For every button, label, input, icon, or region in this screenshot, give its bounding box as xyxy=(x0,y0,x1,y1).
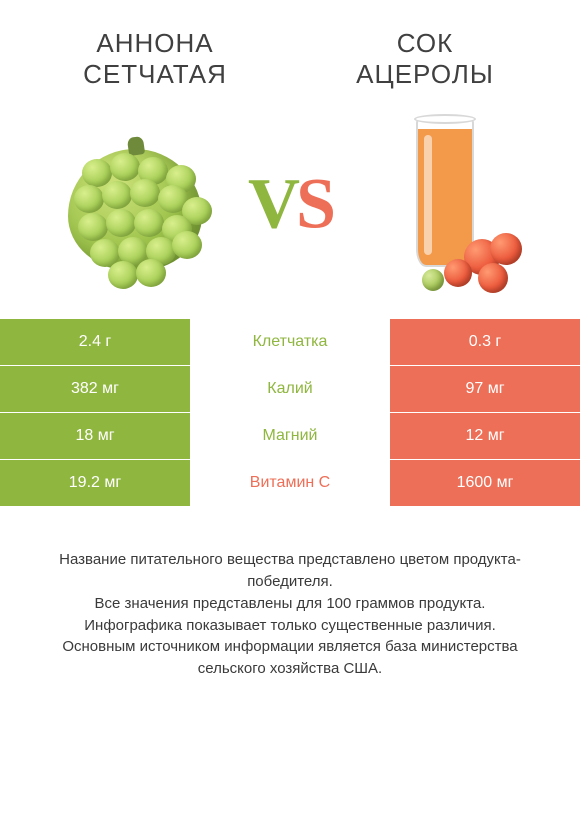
annona-illustration xyxy=(60,131,210,271)
nutrient-label: Клетчатка xyxy=(190,319,390,365)
value-right: 12 мг xyxy=(390,413,580,459)
nutrient-row: 382 мгКалий97 мг xyxy=(0,366,580,412)
image-left-slot xyxy=(45,111,225,291)
value-right: 0.3 г xyxy=(390,319,580,365)
nutrient-row: 18 мгМагний12 мг xyxy=(0,413,580,459)
footer-notes: Название питательного вещества представл… xyxy=(0,507,580,680)
title-right: СОК АЦЕРОЛЫ xyxy=(325,28,525,89)
footer-line: Основным источником информации является … xyxy=(30,636,550,680)
footer-line: Инфографика показывает только существенн… xyxy=(30,615,550,637)
value-left: 18 мг xyxy=(0,413,190,459)
value-right: 97 мг xyxy=(390,366,580,412)
image-right-slot xyxy=(355,111,535,291)
vs-s: S xyxy=(296,164,332,244)
value-left: 2.4 г xyxy=(0,319,190,365)
value-left: 19.2 мг xyxy=(0,460,190,506)
value-right: 1600 мг xyxy=(390,460,580,506)
images-row: VS xyxy=(0,89,580,319)
footer-line: Название питательного вещества представл… xyxy=(30,549,550,593)
nutrient-label: Витамин C xyxy=(190,460,390,506)
titles-row: АННОНА СЕТЧАТАЯ СОК АЦЕРОЛЫ xyxy=(0,0,580,89)
title-left: АННОНА СЕТЧАТАЯ xyxy=(55,28,255,89)
nutrient-row: 19.2 мгВитамин C1600 мг xyxy=(0,460,580,506)
footer-line: Все значения представлены для 100 граммо… xyxy=(30,593,550,615)
value-left: 382 мг xyxy=(0,366,190,412)
nutrient-table: 2.4 гКлетчатка0.3 г382 мгКалий97 мг18 мг… xyxy=(0,319,580,506)
vs-v: V xyxy=(248,164,296,244)
nutrient-label: Калий xyxy=(190,366,390,412)
nutrient-label: Магний xyxy=(190,413,390,459)
vs-label: VS xyxy=(248,163,332,246)
juice-illustration xyxy=(360,111,530,291)
nutrient-row: 2.4 гКлетчатка0.3 г xyxy=(0,319,580,365)
